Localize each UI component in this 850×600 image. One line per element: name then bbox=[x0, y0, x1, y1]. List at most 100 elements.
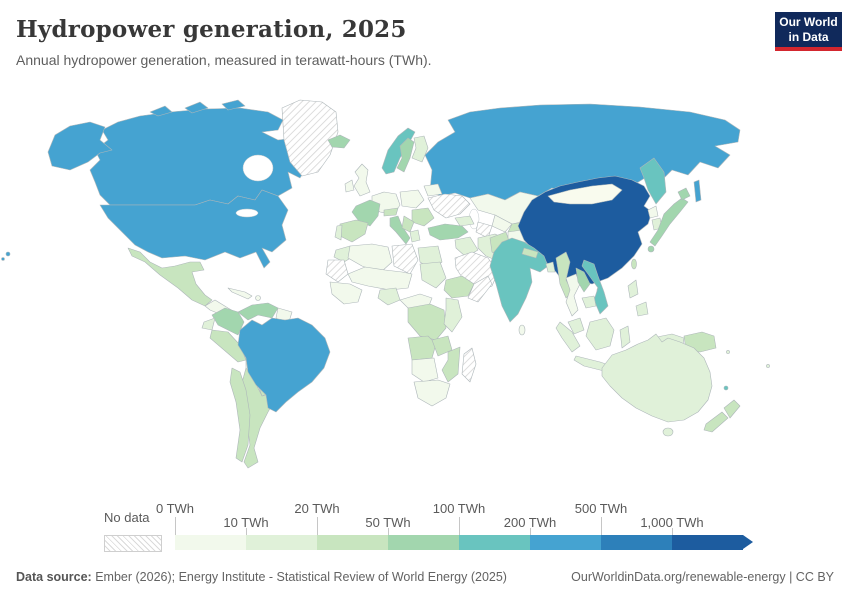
country-zambia[interactable] bbox=[431, 335, 453, 357]
country-nepal[interactable] bbox=[521, 247, 539, 259]
country-fiji[interactable] bbox=[766, 364, 770, 368]
country-turkey[interactable] bbox=[427, 223, 469, 241]
country-nigeria[interactable] bbox=[377, 287, 401, 306]
country-poland[interactable] bbox=[399, 189, 425, 209]
country-uzbekistan[interactable] bbox=[491, 214, 513, 233]
region-borneo[interactable] bbox=[585, 317, 615, 351]
country-peru[interactable] bbox=[209, 329, 247, 363]
country-iceland[interactable] bbox=[327, 134, 351, 149]
country-venezuela[interactable] bbox=[237, 302, 279, 321]
country-mexico[interactable] bbox=[127, 247, 213, 307]
country-portugal[interactable] bbox=[334, 224, 343, 241]
country-new-zealand-south[interactable] bbox=[703, 411, 729, 433]
country-belarus[interactable] bbox=[423, 183, 443, 197]
legend-bin-5[interactable] bbox=[459, 535, 530, 550]
country-united-kingdom[interactable] bbox=[353, 163, 371, 197]
region-zimbabwe-mozambique[interactable] bbox=[441, 346, 461, 383]
country-russia-sakhalin[interactable] bbox=[693, 179, 702, 203]
region-east-africa[interactable] bbox=[443, 297, 463, 333]
region-alps[interactable] bbox=[383, 207, 399, 217]
country-us-hawaii[interactable] bbox=[5, 251, 11, 257]
legend-tick-label: 50 TWh bbox=[365, 515, 411, 530]
country-indonesia-sulawesi[interactable] bbox=[619, 325, 631, 349]
country-greece[interactable] bbox=[409, 229, 421, 243]
country-greenland[interactable] bbox=[281, 99, 339, 177]
country-indonesia-sumatra[interactable] bbox=[555, 321, 581, 353]
country-vietnam[interactable] bbox=[581, 259, 609, 315]
country-canada[interactable] bbox=[89, 107, 309, 206]
country-ireland[interactable] bbox=[344, 179, 355, 193]
legend-tick-label: 500 TWh bbox=[574, 501, 628, 516]
country-philippines-mindanao[interactable] bbox=[635, 301, 649, 317]
country-libya[interactable] bbox=[391, 243, 419, 275]
region-sahel[interactable] bbox=[347, 266, 413, 291]
country-madagascar[interactable] bbox=[461, 347, 477, 383]
country-italy[interactable] bbox=[389, 215, 411, 245]
legend-bin-1[interactable] bbox=[175, 535, 246, 550]
country-philippines-luzon[interactable] bbox=[627, 279, 639, 299]
country-us-alaska[interactable] bbox=[47, 121, 113, 171]
country-chile[interactable] bbox=[229, 367, 251, 463]
country-colombia[interactable] bbox=[211, 307, 245, 336]
country-australia-tasmania[interactable] bbox=[662, 427, 674, 437]
country-cuba[interactable] bbox=[227, 287, 253, 300]
country-canada-arctic-island-2[interactable] bbox=[184, 101, 209, 114]
hudson-bay bbox=[242, 154, 274, 182]
country-india[interactable] bbox=[489, 237, 549, 323]
owid-url-link[interactable]: OurWorldinData.org/renewable-energy | CC… bbox=[571, 570, 834, 584]
country-cambodia[interactable] bbox=[581, 295, 597, 309]
country-taiwan[interactable] bbox=[631, 258, 637, 270]
legend-bin-2[interactable] bbox=[246, 535, 317, 550]
country-sudan[interactable] bbox=[419, 261, 447, 289]
country-us-hawaii-2[interactable] bbox=[1, 257, 5, 261]
region-romania-bulgaria[interactable] bbox=[411, 207, 435, 227]
country-canada-arctic-island-3[interactable] bbox=[221, 99, 246, 111]
country-spain[interactable] bbox=[339, 219, 369, 243]
country-laos[interactable] bbox=[575, 267, 591, 293]
country-algeria[interactable] bbox=[347, 243, 393, 274]
country-france[interactable] bbox=[351, 199, 381, 227]
country-ethiopia[interactable] bbox=[443, 275, 475, 299]
legend-tick bbox=[246, 528, 247, 535]
country-sweden[interactable] bbox=[396, 137, 415, 173]
country-hispaniola[interactable] bbox=[255, 295, 261, 301]
legend-tick-label: 0 TWh bbox=[155, 501, 195, 516]
country-japan-honshu[interactable] bbox=[649, 197, 689, 247]
country-solomon-islands[interactable] bbox=[726, 350, 730, 354]
country-ukraine[interactable] bbox=[427, 193, 471, 219]
country-north-korea[interactable] bbox=[647, 205, 659, 219]
country-somalia[interactable] bbox=[467, 275, 493, 303]
country-malaysia[interactable] bbox=[567, 317, 585, 335]
region-cameroon-car[interactable] bbox=[399, 293, 433, 309]
legend-bin-7[interactable] bbox=[601, 535, 672, 550]
country-brazil[interactable] bbox=[237, 317, 331, 413]
country-japan-kyushu[interactable] bbox=[647, 245, 655, 253]
country-japan-hokkaido[interactable] bbox=[677, 187, 691, 201]
region-caucasus[interactable] bbox=[454, 215, 475, 227]
country-new-caledonia[interactable] bbox=[723, 385, 729, 391]
region-west-africa[interactable] bbox=[329, 281, 363, 305]
owid-logo[interactable]: Our World in Data bbox=[775, 12, 842, 51]
legend-bin-4[interactable] bbox=[388, 535, 459, 550]
country-sri-lanka[interactable] bbox=[518, 324, 526, 336]
country-mongolia[interactable] bbox=[547, 183, 623, 205]
country-new-zealand-north[interactable] bbox=[723, 399, 741, 419]
country-finland[interactable] bbox=[411, 135, 429, 163]
region-namibia-botswana[interactable] bbox=[411, 357, 439, 383]
country-south-africa[interactable] bbox=[413, 379, 451, 407]
legend-bin-6[interactable] bbox=[530, 535, 601, 550]
country-bangladesh[interactable] bbox=[545, 261, 556, 273]
legend-bin-3[interactable] bbox=[317, 535, 388, 550]
legend-arrow bbox=[743, 535, 753, 549]
chart-subtitle: Annual hydropower generation, measured i… bbox=[16, 52, 432, 68]
country-ecuador[interactable] bbox=[201, 317, 216, 331]
country-dr-congo[interactable] bbox=[407, 303, 447, 341]
country-angola[interactable] bbox=[407, 335, 437, 361]
region-western-sahara-mauritania[interactable] bbox=[325, 259, 349, 283]
primorye-region[interactable] bbox=[639, 157, 667, 205]
country-canada-arctic-island-1[interactable] bbox=[149, 105, 173, 117]
legend-bin-8[interactable] bbox=[672, 535, 743, 550]
no-data-swatch[interactable] bbox=[104, 535, 162, 552]
country-australia[interactable] bbox=[601, 333, 713, 423]
